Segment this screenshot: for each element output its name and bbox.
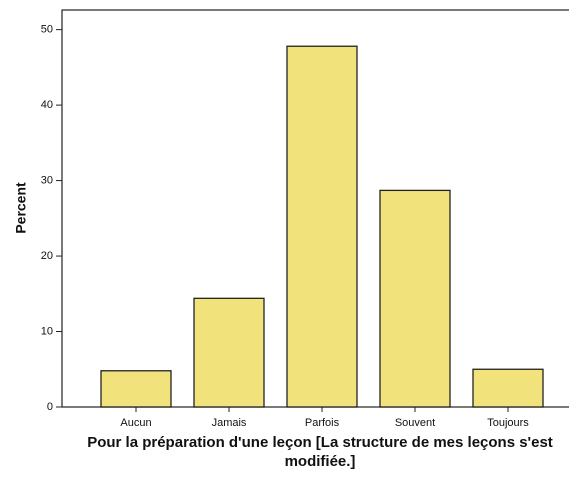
y-tick-label: 50 xyxy=(41,24,53,36)
bar xyxy=(193,297,265,408)
bar xyxy=(379,189,451,408)
x-axis-label: Pour la préparation d'une leçon [La stru… xyxy=(87,434,553,470)
x-tick-label: Toujours xyxy=(487,417,529,429)
y-tick-label: 40 xyxy=(41,99,53,111)
x-tick-label: Parfois xyxy=(305,417,340,429)
y-tick-label: 20 xyxy=(41,250,53,262)
x-tick-label: Jamais xyxy=(212,417,247,429)
bar xyxy=(100,370,172,408)
y-tick-label: 10 xyxy=(41,325,53,337)
x-tick-label: Aucun xyxy=(120,417,151,429)
x-tick-label: Souvent xyxy=(395,417,435,429)
y-axis-label: Percent xyxy=(13,182,29,234)
bar xyxy=(472,368,544,408)
y-tick-label: 0 xyxy=(47,401,53,413)
bar xyxy=(286,45,358,408)
y-tick-label: 30 xyxy=(41,174,53,186)
